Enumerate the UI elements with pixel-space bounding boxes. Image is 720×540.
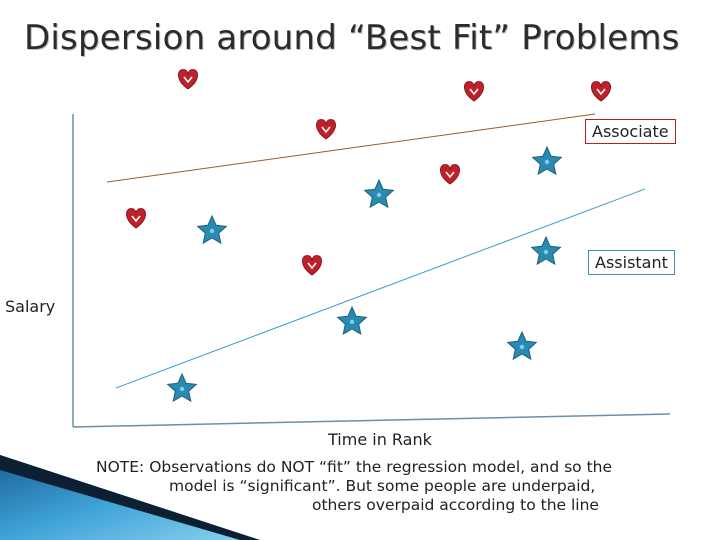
note-text: NOTE: Observations do NOT “fit” the regr… [96, 458, 696, 515]
star-icon [166, 372, 198, 403]
note-line-2: model is “significant”. But some people … [169, 477, 596, 495]
note-line-3: others overpaid according to the line [312, 496, 599, 514]
corner-accent-dark [0, 455, 260, 540]
heart-icon [591, 81, 611, 102]
heart-icon [178, 69, 198, 90]
heart-icon [126, 208, 146, 229]
legend-assistant: Assistant [588, 250, 675, 275]
x-axis [72, 413, 671, 428]
heart-icon [440, 164, 460, 185]
star-icon [531, 145, 563, 176]
star-icon [363, 178, 395, 209]
note-line-1: NOTE: Observations do NOT “fit” the regr… [96, 458, 613, 476]
heart-icon [316, 119, 336, 140]
associate-fit-line [106, 113, 596, 183]
heart-icon [464, 81, 484, 102]
star-icon [196, 214, 228, 245]
x-axis-label: Time in Rank [328, 430, 432, 449]
page-title: Dispersion around “Best Fit” Problems [24, 18, 680, 58]
associate-markers [126, 69, 611, 276]
heart-icon [302, 255, 322, 276]
assistant-markers [166, 145, 563, 403]
star-icon [506, 330, 538, 361]
y-axis-label: Salary [5, 297, 56, 316]
star-icon [530, 235, 562, 266]
legend-associate: Associate [585, 119, 676, 144]
assistant-fit-line [115, 188, 646, 389]
star-icon [336, 305, 368, 336]
